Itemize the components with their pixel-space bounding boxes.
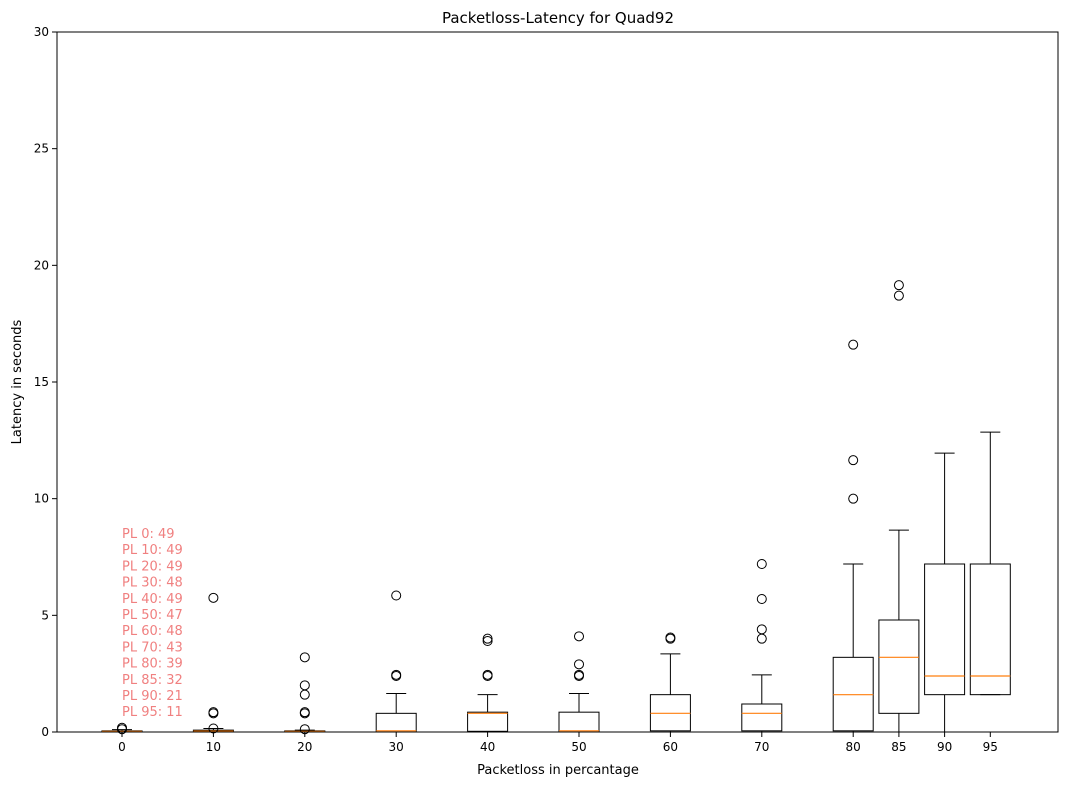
- box-85: [878, 280, 920, 733]
- x-tick-label-90: 90: [937, 740, 952, 754]
- box-70: [741, 559, 783, 733]
- flier-point: [299, 707, 310, 718]
- flier-point: [756, 594, 767, 604]
- box-rect: [741, 703, 783, 732]
- plot-frame: [56, 31, 1059, 733]
- flier-point: [482, 636, 493, 646]
- flier-point: [756, 624, 767, 635]
- flier-point: [391, 590, 402, 601]
- y-tick-label-0: 0: [41, 725, 49, 739]
- flier-point: [482, 633, 493, 644]
- annotation-9: PL 85: 32: [122, 673, 183, 688]
- box-40: [467, 633, 509, 733]
- annotation-6: PL 60: 48: [122, 624, 183, 639]
- flier-point: [665, 632, 676, 643]
- x-tick-label-60: 60: [663, 740, 678, 754]
- x-tick-label-50: 50: [571, 740, 586, 754]
- box-rect: [878, 619, 920, 714]
- y-tick-label-30: 30: [34, 25, 49, 39]
- x-tick-label-30: 30: [389, 740, 404, 754]
- x-tick-label-70: 70: [754, 740, 769, 754]
- annotation-1: PL 10: 49: [122, 543, 183, 558]
- chart-title: Packetloss-Latency for Quad92: [442, 9, 674, 27]
- annotation-11: PL 95: 11: [122, 705, 183, 720]
- flier-point: [299, 680, 310, 691]
- flier-point: [299, 724, 310, 735]
- flier-point: [893, 290, 904, 301]
- flier-point: [756, 559, 767, 569]
- x-tick-label-95: 95: [983, 740, 998, 754]
- flier-point: [299, 652, 310, 663]
- flier-point: [893, 280, 904, 291]
- annotation-5: PL 50: 47: [122, 608, 183, 623]
- x-tick-label-20: 20: [297, 740, 312, 754]
- annotation-7: PL 70: 43: [122, 640, 183, 655]
- flier-point: [848, 493, 859, 504]
- y-axis: 0 5 10 15 20 25 30: [34, 25, 57, 739]
- annotation-10: PL 90: 21: [122, 689, 183, 704]
- box-rect: [467, 711, 509, 732]
- annotation-2: PL 20: 49: [122, 559, 183, 574]
- flier-point: [848, 455, 859, 466]
- flier-point: [848, 339, 859, 350]
- x-tick-label-80: 80: [846, 740, 861, 754]
- y-tick-label-5: 5: [41, 608, 49, 622]
- annotation-4: PL 40: 49: [122, 592, 183, 607]
- x-axis-label: Packetloss in percantage: [477, 763, 639, 778]
- box-30: [375, 590, 417, 733]
- x-tick-label-85: 85: [891, 740, 906, 754]
- flier-point: [208, 723, 219, 734]
- annotation-8: PL 80: 39: [122, 657, 183, 672]
- y-tick-label-25: 25: [34, 142, 49, 156]
- y-tick-label-20: 20: [34, 258, 49, 272]
- box-rect: [924, 563, 966, 696]
- x-tick-label-40: 40: [480, 740, 495, 754]
- flier-point: [391, 669, 402, 680]
- flier-point: [574, 631, 584, 642]
- box-rect: [969, 563, 1011, 696]
- x-tick-label-0: 0: [118, 740, 126, 754]
- x-tick-label-10: 10: [206, 740, 221, 754]
- flier-point: [482, 669, 493, 680]
- y-axis-label: Latency in seconds: [10, 319, 25, 444]
- annotation-3: PL 30: 48: [122, 576, 183, 591]
- y-tick-label-15: 15: [34, 375, 49, 389]
- y-tick-label-10: 10: [34, 492, 49, 506]
- annotation-0: PL 0: 49: [122, 527, 175, 542]
- flier-point: [574, 669, 584, 680]
- box-95: [969, 431, 1011, 696]
- flier-point: [208, 592, 219, 603]
- flier-point: [208, 707, 219, 718]
- flier-point: [574, 659, 584, 670]
- x-axis: 0 10 20 30 40 50 60 70 80 85 90 95: [118, 732, 998, 754]
